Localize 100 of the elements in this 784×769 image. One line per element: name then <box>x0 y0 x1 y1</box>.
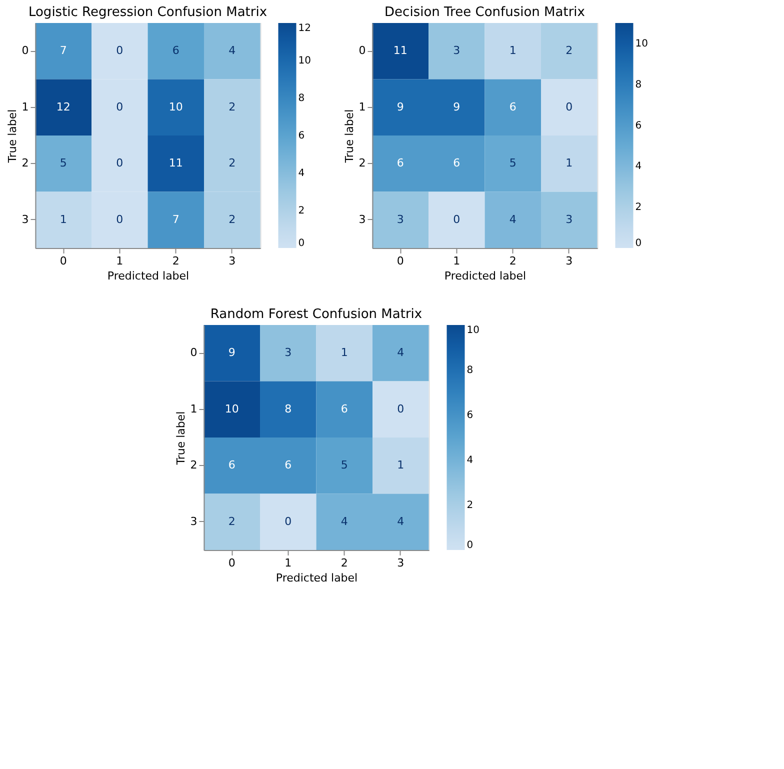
data-label: 6 <box>396 156 404 170</box>
data-label: 0 <box>453 212 460 226</box>
color-bar-label: 0 <box>635 238 642 249</box>
color-bar-label: 0 <box>466 540 474 551</box>
color-bar-label: 6 <box>466 410 474 421</box>
data-label: 1 <box>509 44 516 58</box>
y-tick-label: 0 <box>358 44 366 58</box>
x-tick-label: 0 <box>60 254 67 268</box>
color-bar-label: 6 <box>298 130 305 142</box>
color-bar-label: 4 <box>298 168 305 179</box>
data-label: 5 <box>60 156 67 170</box>
data-label: 7 <box>172 212 180 226</box>
data-label: 0 <box>116 212 124 226</box>
x-axis-title: Predicted label <box>107 270 190 282</box>
data-label: 0 <box>284 514 292 528</box>
data-label: 11 <box>393 44 408 58</box>
data-label: 6 <box>340 402 348 416</box>
chart-title: Logistic Regression Confusion Matrix <box>28 5 268 20</box>
data-label: 10 <box>168 100 183 114</box>
chart-title: Decision Tree Confusion Matrix <box>384 5 586 20</box>
data-label: 4 <box>397 514 404 528</box>
color-bar-label: 4 <box>466 455 474 466</box>
data-label: 12 <box>56 100 70 114</box>
data-label: 11 <box>168 156 183 170</box>
x-tick-label: 1 <box>116 254 124 268</box>
x-tick-label: 0 <box>228 556 236 570</box>
y-tick-label: 3 <box>22 212 29 226</box>
color-bar-label: 2 <box>298 206 305 216</box>
y-tick-label: 2 <box>190 458 198 472</box>
color-bar-label: 10 <box>298 56 311 66</box>
color-bar-label: 10 <box>466 325 480 336</box>
y-tick-label: 3 <box>190 514 198 528</box>
data-label: 3 <box>284 346 292 360</box>
x-tick-label: 2 <box>340 556 348 570</box>
x-tick-label: 1 <box>453 254 460 268</box>
data-label: 4 <box>397 346 404 360</box>
data-label: 5 <box>509 156 516 170</box>
data-label: 9 <box>453 100 460 114</box>
color-bar-label: 2 <box>635 202 642 214</box>
data-label: 1 <box>566 156 573 170</box>
color-bar-label: 6 <box>635 120 642 132</box>
data-label: 9 <box>228 346 236 360</box>
data-label: 9 <box>396 100 404 114</box>
data-label: 2 <box>228 514 236 528</box>
data-label: 1 <box>60 212 67 226</box>
data-label: 2 <box>228 212 236 226</box>
x-tick-label: 1 <box>284 556 292 570</box>
x-tick-label: 2 <box>509 254 516 268</box>
y-tick-label: 0 <box>22 44 29 58</box>
data-label: 6 <box>228 458 236 472</box>
y-tick-label: 2 <box>358 156 366 170</box>
data-label: 4 <box>509 212 516 226</box>
x-tick-label: 3 <box>397 556 404 570</box>
data-label: 2 <box>228 156 236 170</box>
data-label: 0 <box>116 156 124 170</box>
chart-title: Random Forest Confusion Matrix <box>210 307 422 322</box>
data-label: 5 <box>340 458 348 472</box>
y-tick-label: 0 <box>190 346 198 360</box>
color-bar-label: 4 <box>635 161 642 172</box>
color-bar-label: 8 <box>298 93 305 104</box>
y-tick-label: 1 <box>190 402 198 416</box>
y-axis-title: True label <box>6 109 19 164</box>
y-tick-label: 3 <box>358 212 366 226</box>
data-label: 0 <box>397 402 404 416</box>
x-tick-label: 3 <box>566 254 573 268</box>
data-label: 10 <box>224 402 239 416</box>
x-tick-label: 2 <box>172 254 180 268</box>
data-label: 2 <box>566 44 573 58</box>
data-label: 2 <box>228 100 236 114</box>
color-bar-label: 8 <box>635 79 642 90</box>
x-tick-label: 3 <box>228 254 236 268</box>
data-label: 3 <box>566 212 573 226</box>
x-axis-title: Predicted label <box>276 572 358 584</box>
data-label: 6 <box>284 458 292 472</box>
color-bar-label: 2 <box>466 500 474 511</box>
y-axis-title: True label <box>174 411 188 466</box>
data-label: 3 <box>453 44 460 58</box>
y-tick-label: 1 <box>358 100 366 114</box>
color-bar-label: 0 <box>298 238 305 249</box>
data-label: 0 <box>116 100 124 114</box>
data-label: 3 <box>396 212 404 226</box>
data-label: 8 <box>284 402 292 416</box>
data-label: 1 <box>340 346 348 360</box>
data-label: 4 <box>228 44 236 58</box>
y-tick-label: 2 <box>22 156 29 170</box>
x-tick-label: 0 <box>396 254 404 268</box>
color-bar-label: 12 <box>298 23 311 34</box>
color-bar-label: 8 <box>466 365 474 376</box>
data-label: 6 <box>172 44 180 58</box>
y-tick-label: 1 <box>22 100 29 114</box>
data-label: 6 <box>453 156 460 170</box>
y-axis-title: True label <box>342 109 356 164</box>
data-label: 4 <box>340 514 348 528</box>
data-label: 6 <box>509 100 516 114</box>
color-bar-label: 10 <box>635 38 648 50</box>
data-label: 0 <box>566 100 573 114</box>
data-label: 1 <box>397 458 404 472</box>
data-label: 7 <box>60 44 67 58</box>
x-axis-title: Predicted label <box>444 270 526 282</box>
data-label: 0 <box>116 44 124 58</box>
